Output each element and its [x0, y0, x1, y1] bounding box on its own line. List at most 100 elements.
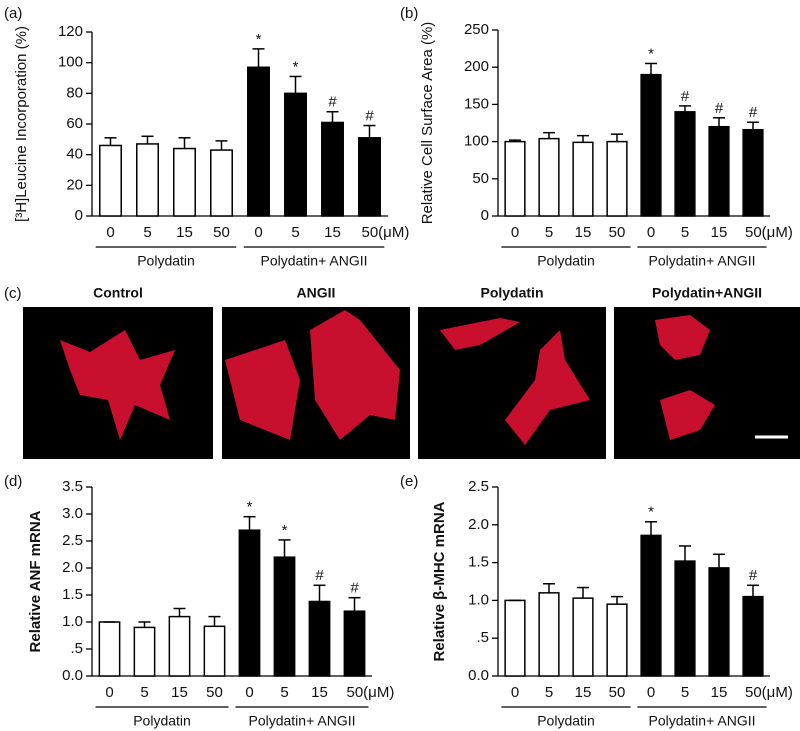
y-tick-label: 2.5 [468, 478, 489, 495]
panel-label: (d) [4, 473, 22, 490]
x-tick-label: 50(μM) [347, 684, 395, 701]
x-tick-label: 5 [681, 224, 689, 241]
x-tick-label: 5 [140, 684, 148, 701]
y-axis-label: Relative β-MHC mRNA [431, 501, 448, 661]
image-title: Polydatin+ANGII [652, 285, 762, 301]
bar [708, 125, 730, 217]
significance-marker: # [749, 567, 758, 584]
bar [708, 567, 730, 677]
bar [247, 66, 270, 217]
image-panel: (c) Control ANGII Polydatin Polydatin+AN… [4, 285, 800, 459]
bar [136, 143, 159, 217]
significance-marker: # [749, 104, 758, 121]
bar [133, 626, 156, 677]
y-tick-label: 100 [464, 133, 489, 150]
x-tick-label: 5 [681, 684, 689, 701]
y-tick-label: 200 [464, 58, 489, 75]
y-tick-label: 0.0 [468, 667, 489, 684]
bar [674, 560, 696, 677]
group-label: Polydatin [537, 253, 595, 269]
x-tick-label: 5 [143, 224, 151, 241]
y-tick-label: 1.0 [468, 591, 489, 608]
y-tick-label: 20 [66, 176, 83, 193]
x-tick-label: 5 [545, 224, 553, 241]
significance-marker: * [247, 499, 253, 516]
x-tick-label: 15 [324, 224, 341, 241]
bar [674, 111, 696, 217]
y-tick-label: .5 [70, 640, 83, 657]
significance-marker: # [365, 108, 374, 125]
y-tick-label: 2.0 [468, 516, 489, 533]
bar [99, 144, 122, 217]
y-tick-label: 3.0 [62, 505, 83, 522]
bar [168, 615, 191, 677]
y-axis-label: [³H]Leucine Incorporation (%) [13, 26, 30, 222]
x-tick-label: 50(μM) [745, 224, 793, 241]
bar [203, 625, 226, 677]
bar [173, 147, 196, 217]
bar [308, 600, 331, 677]
x-tick-label: 15 [171, 684, 188, 701]
bar [321, 121, 344, 217]
panel-label: (c) [4, 285, 22, 302]
x-tick-label: 5 [545, 684, 553, 701]
bar [742, 595, 764, 677]
y-tick-label: 0 [481, 207, 489, 224]
bar [606, 603, 628, 677]
bar [504, 140, 526, 217]
bar [358, 137, 381, 217]
x-tick-label: 15 [311, 684, 328, 701]
cell [655, 315, 715, 440]
x-tick-label: 0 [647, 684, 655, 701]
y-tick-label: 0.0 [62, 667, 83, 684]
x-tick-label: 5 [280, 684, 288, 701]
y-axis-label: Relative Cell Surface Area (%) [419, 22, 436, 225]
image-title: ANGII [297, 285, 336, 301]
y-tick-label: 100 [58, 54, 83, 71]
significance-marker: * [648, 45, 654, 62]
y-tick-label: 120 [58, 23, 83, 40]
x-tick-label: 15 [711, 224, 728, 241]
significance-marker: * [293, 58, 299, 75]
x-tick-label: 0 [647, 224, 655, 241]
y-tick-label: 1.5 [468, 554, 489, 571]
group-label: Polydatin+ ANGII [248, 713, 355, 729]
y-tick-label: 150 [464, 95, 489, 112]
group-label: Polydatin+ ANGII [648, 253, 755, 269]
y-tick-label: .5 [476, 629, 489, 646]
bar [284, 92, 307, 217]
significance-marker: * [256, 31, 262, 48]
panel-label: (e) [400, 473, 418, 490]
bar [504, 599, 526, 677]
y-tick-label: 80 [66, 84, 83, 101]
cell [225, 310, 400, 440]
bar [538, 137, 560, 217]
cell [60, 330, 175, 440]
image-title: Polydatin [480, 285, 543, 301]
y-axis-label: Relative ANF mRNA [27, 510, 44, 652]
y-tick-label: 2.0 [62, 559, 83, 576]
bar [640, 534, 662, 677]
y-tick-label: 3.5 [62, 478, 83, 495]
x-tick-label: 15 [176, 224, 193, 241]
y-tick-label: 1.5 [62, 586, 83, 603]
bar [343, 610, 366, 677]
y-tick-label: 40 [66, 146, 83, 163]
group-label: Polydatin+ ANGII [648, 713, 755, 729]
x-tick-label: 5 [291, 224, 299, 241]
x-tick-label: 0 [245, 684, 253, 701]
x-tick-label: 0 [254, 224, 262, 241]
x-tick-label: 15 [711, 684, 728, 701]
bar [238, 529, 261, 677]
x-tick-label: 50 [609, 224, 626, 241]
x-tick-label: 15 [575, 684, 592, 701]
y-tick-label: 250 [464, 21, 489, 38]
y-tick-label: 60 [66, 115, 83, 132]
x-tick-label: 0 [106, 224, 114, 241]
group-label: Polydatin [133, 713, 191, 729]
significance-marker: # [350, 580, 359, 597]
significance-marker: # [681, 88, 690, 105]
cell [440, 318, 590, 445]
y-tick-label: 50 [472, 170, 489, 187]
y-tick-label: 0 [75, 207, 83, 224]
